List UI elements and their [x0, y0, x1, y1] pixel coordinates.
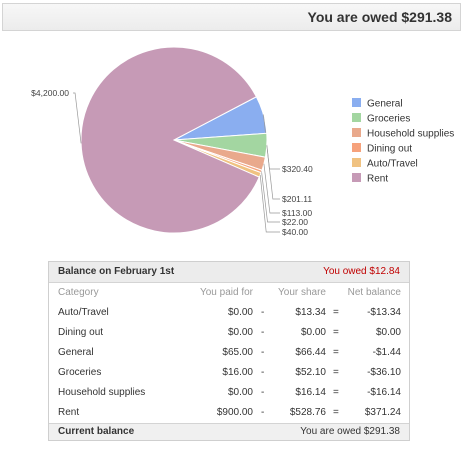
pie-value-label: $201.11: [282, 194, 312, 204]
legend-label: Dining out: [367, 144, 412, 155]
pie-value-label: $4,200.00: [31, 88, 69, 98]
legend-swatch: [352, 173, 361, 182]
current-balance-value: You are owed $291.38: [300, 426, 400, 437]
legend-label: General: [367, 99, 403, 110]
legend-label: Groceries: [367, 114, 410, 125]
balance-owed-status: You owed $12.84: [323, 266, 400, 277]
category-cell: Auto/Travel: [58, 307, 109, 318]
minus-sign: -: [261, 347, 265, 358]
balance-table-row: Household supplies $0.00- $16.14 = -$16.14: [49, 385, 409, 405]
pie-value-label: $320.40: [282, 164, 313, 174]
paid-cell: $65.00: [222, 347, 253, 358]
balance-table-row: Auto/Travel $0.00- $13.34 = -$13.34: [49, 305, 409, 325]
legend-label: Household supplies: [367, 129, 454, 140]
minus-sign: -: [261, 407, 265, 418]
minus-sign: -: [261, 387, 265, 398]
share-cell: $528.76: [289, 407, 326, 418]
pie-value-label: $113.00: [282, 208, 312, 218]
equals-sign: =: [333, 407, 339, 418]
share-cell: $66.44: [295, 347, 326, 358]
equals-sign: =: [333, 387, 339, 398]
pie-leader-line: [263, 163, 280, 214]
paid-cell: $0.00: [227, 307, 253, 318]
column-header-share: Your share: [278, 287, 326, 298]
share-cell: $52.10: [295, 367, 326, 378]
pie-leader-line: [266, 145, 280, 200]
column-header-paid: You paid for: [199, 287, 253, 298]
balance-panel-header: Balance on February 1st You owed $12.84: [49, 262, 409, 283]
equals-sign: =: [333, 327, 339, 338]
legend-swatch: [352, 128, 361, 137]
pie-slice[interactable]: [80, 46, 260, 234]
owed-summary-header: You are owed $291.38: [2, 3, 461, 31]
column-header-category: Category: [58, 287, 99, 298]
owed-summary-text: You are owed $291.38: [307, 9, 452, 25]
balance-title: Balance on February 1st: [58, 266, 175, 277]
pie-value-label: $40.00: [282, 227, 308, 237]
balance-table-row: Groceries $16.00- $52.10 = -$36.10: [49, 365, 409, 385]
equals-sign: =: [333, 367, 339, 378]
balance-table-row: General $65.00- $66.44 = -$1.44: [49, 345, 409, 365]
legend-swatch: [352, 143, 361, 152]
balance-table-row: Rent $900.00- $528.76 = $371.24: [49, 405, 409, 425]
balance-table-header: Category You paid for Your share Net bal…: [49, 285, 409, 305]
legend-label: Auto/Travel: [367, 159, 418, 170]
legend-swatch: [352, 98, 361, 107]
net-balance-cell: -$16.14: [367, 387, 401, 398]
pie-leader-line: [73, 92, 82, 144]
expense-pie-chart: $320.40 $201.11 $113.00$22.00$40.00 $4,200.…: [31, 46, 454, 237]
balance-table-row: Dining out $0.00- $0.00 = $0.00: [49, 325, 409, 345]
share-cell: $16.14: [295, 387, 326, 398]
net-balance-cell: -$36.10: [367, 367, 401, 378]
paid-cell: $0.00: [227, 327, 253, 338]
minus-sign: -: [261, 327, 265, 338]
legend-swatch: [352, 113, 361, 122]
pie-leader-line: [259, 174, 280, 233]
net-balance-cell: $0.00: [375, 327, 401, 338]
category-cell: General: [58, 347, 94, 358]
net-balance-cell: -$13.34: [367, 307, 401, 318]
pie-value-label: $22.00: [282, 217, 308, 227]
current-balance-bar: Current balance You are owed $291.38: [49, 423, 409, 440]
share-cell: $13.34: [295, 307, 326, 318]
current-balance-label: Current balance: [58, 426, 135, 437]
balance-panel: Balance on February 1st You owed $12.84 …: [48, 261, 410, 441]
pie-leader-line: [261, 171, 280, 223]
legend-label: Rent: [367, 174, 388, 185]
share-cell: $0.00: [300, 327, 326, 338]
minus-sign: -: [261, 367, 265, 378]
paid-cell: $0.00: [227, 387, 253, 398]
paid-cell: $16.00: [222, 367, 253, 378]
category-cell: Groceries: [58, 367, 102, 378]
net-balance-cell: -$1.44: [372, 347, 401, 358]
legend-swatch: [352, 158, 361, 167]
equals-sign: =: [333, 347, 339, 358]
category-cell: Dining out: [58, 327, 104, 338]
category-cell: Rent: [58, 407, 80, 418]
column-header-net: Net balance: [347, 287, 401, 298]
category-cell: Household supplies: [58, 387, 146, 398]
net-balance-cell: $371.24: [364, 407, 401, 418]
minus-sign: -: [261, 307, 265, 318]
paid-cell: $900.00: [216, 407, 253, 418]
equals-sign: =: [333, 307, 339, 318]
